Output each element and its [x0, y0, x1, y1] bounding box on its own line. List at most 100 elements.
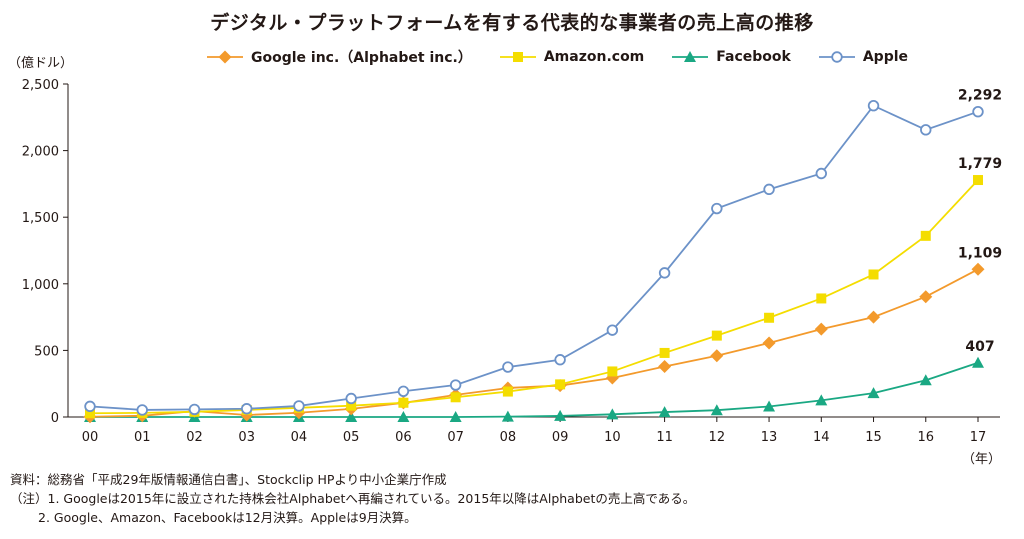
- apple-point: [345, 392, 357, 405]
- facebook-point: [867, 387, 880, 399]
- legend-label: Amazon.com: [543, 49, 645, 65]
- facebook-point: [763, 400, 776, 412]
- y-tick-label: 1,500: [22, 211, 59, 226]
- amazon-point: [659, 347, 670, 358]
- amazon-point: [398, 397, 409, 408]
- amazon-point: [85, 408, 95, 419]
- amazon-point: [346, 400, 357, 411]
- amazon-point: [555, 379, 566, 390]
- apple-point: [293, 400, 305, 412]
- x-tick-label: 06: [395, 430, 412, 445]
- apple-point: [658, 267, 671, 279]
- legend-swatch: [207, 50, 243, 64]
- facebook-line: [90, 361, 979, 418]
- facebook-point: [501, 410, 514, 422]
- notes: 資料：総務省「平成29年版情報通信白書」、Stockclip HPより中小企業庁…: [10, 470, 695, 527]
- x-tick-label: 16: [917, 430, 934, 445]
- apple-point: [449, 379, 462, 391]
- apple-point: [867, 100, 880, 112]
- x-tick-label: 04: [291, 430, 308, 445]
- apple-point: [972, 106, 984, 118]
- apple-point: [241, 403, 253, 415]
- x-tick-label: 08: [500, 430, 517, 445]
- legend-item-apple: Apple: [817, 49, 908, 65]
- amazon-point: [816, 293, 827, 304]
- x-tick-label: 11: [656, 430, 673, 445]
- apple-point: [763, 183, 775, 196]
- y-axis-label: （億ドル）: [8, 56, 74, 71]
- amazon-line: [89, 179, 979, 415]
- y-tick-label: 2,000: [22, 145, 59, 160]
- apple-point: [188, 403, 201, 416]
- x-tick-label: 05: [343, 430, 360, 445]
- legend: Google inc.（Alphabet inc.） Amazon.com Face…: [205, 44, 934, 70]
- apple-point: [815, 167, 827, 180]
- facebook-point: [449, 411, 462, 422]
- amazon-point: [607, 366, 618, 377]
- facebook-point: [397, 411, 410, 422]
- apple-point: [136, 404, 148, 416]
- x-tick-label: 12: [709, 430, 726, 445]
- y-tick-label: 1,000: [22, 278, 59, 293]
- apple-line: [89, 104, 979, 411]
- apple-point: [554, 354, 566, 366]
- x-tick-label: 07: [447, 430, 464, 445]
- legend-label: Google inc.（Alphabet inc.）: [251, 50, 472, 66]
- amazon-point: [764, 312, 775, 323]
- x-tick-label: 15: [865, 430, 882, 445]
- legend-label: Apple: [862, 49, 909, 65]
- legend-swatch: [818, 51, 855, 63]
- apple-point: [397, 385, 410, 397]
- note-1: （注）1. Googleは2015年に設立された持株会社Alphabetへ再編さ…: [10, 491, 696, 506]
- y-tick-label: 0: [51, 411, 59, 426]
- google-point: [658, 360, 672, 374]
- legend-swatch-marker: [684, 51, 697, 62]
- google-point: [762, 336, 776, 350]
- amazon-point: [920, 230, 931, 241]
- apple-point: [84, 400, 96, 413]
- amazon-point: [502, 386, 513, 397]
- data-label: 1,109: [958, 245, 1002, 261]
- x-tick-label: 09: [552, 430, 569, 445]
- legend-swatch-marker: [512, 52, 523, 62]
- facebook-point: [345, 411, 358, 422]
- line-chart: 0 500 1,000 1,500 2,000 2,500 00 01 02 03 04 05 06 07…: [22, 78, 1002, 445]
- x-tick-label: 03: [238, 430, 255, 445]
- x-tick-label: 17: [970, 430, 987, 445]
- google-point: [814, 322, 828, 336]
- amazon-point: [711, 330, 722, 341]
- google-point: [710, 349, 724, 363]
- google-point: [971, 262, 985, 276]
- x-tick-label: 10: [604, 430, 621, 445]
- data-label: 407: [965, 339, 994, 355]
- data-label: 2,292: [958, 88, 1002, 104]
- amazon-point: [868, 269, 879, 280]
- apple-point: [502, 361, 514, 373]
- x-tick-label: 14: [813, 430, 830, 445]
- legend-swatch-marker: [831, 51, 843, 63]
- facebook-point: [972, 356, 984, 368]
- x-tick-label: 13: [761, 430, 778, 445]
- legend-item-amazon: Amazon.com: [498, 49, 644, 65]
- x-tick-label: 01: [134, 430, 151, 445]
- apple-point: [711, 202, 723, 215]
- facebook-point: [606, 408, 619, 420]
- legend-swatch: [499, 52, 536, 62]
- y-tick-label: 500: [34, 344, 59, 359]
- facebook-point: [554, 409, 567, 421]
- google-point: [919, 290, 933, 304]
- source-note: 資料：総務省「平成29年版情報通信白書」、Stockclip HPより中小企業庁…: [10, 472, 447, 487]
- note-2: 2. Google、Amazon、Facebookは12月決算。Appleは9月…: [38, 510, 417, 525]
- x-tick-label: 02: [186, 430, 203, 445]
- legend-label: Facebook: [716, 49, 791, 65]
- facebook-point: [658, 406, 671, 418]
- amazon-point: [450, 392, 461, 403]
- apple-point: [606, 324, 619, 336]
- facebook-point: [815, 394, 828, 406]
- legend-item-facebook: Facebook: [670, 49, 791, 65]
- legend-item-google: Google inc.（Alphabet inc.）: [205, 47, 472, 67]
- chart-title: デジタル・プラットフォームを有する代表的な事業者の売上高の推移: [210, 12, 814, 34]
- x-tick-label: 00: [82, 430, 99, 445]
- facebook-point: [710, 404, 723, 416]
- apple-point: [920, 124, 932, 136]
